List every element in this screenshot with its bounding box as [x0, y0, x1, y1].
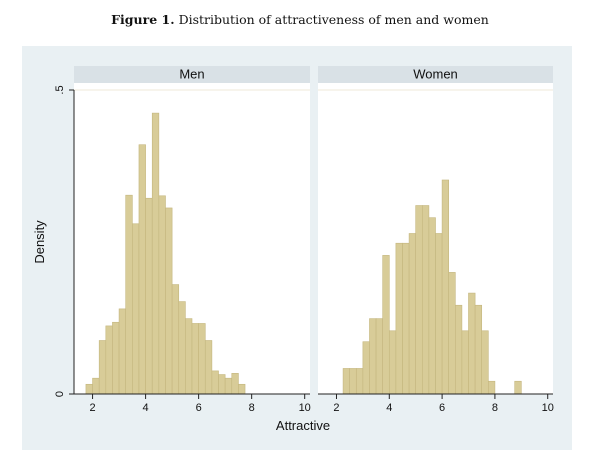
panel-men-title: Men [179, 67, 204, 82]
bar-women-19 [468, 292, 476, 395]
panel-men-x-tick-label-10: 10 [299, 402, 311, 414]
bar-women-15 [441, 179, 450, 395]
bar-women-5 [375, 318, 383, 395]
bar-women-10 [408, 233, 416, 395]
bar-men-19 [211, 370, 219, 395]
bar-women-9 [402, 242, 410, 395]
bar-men-21 [224, 377, 233, 395]
figure-caption-text: Distribution of attractiveness of men an… [178, 12, 489, 27]
bar-women-0 [342, 368, 350, 395]
bar-women-23 [514, 380, 522, 395]
bar-men-7 [132, 223, 140, 395]
panel-women-x-tick-label-2: 2 [333, 402, 339, 414]
panel-women-x-tick-label-8: 8 [492, 402, 498, 414]
figure-caption: Figure 1. Distribution of attractiveness… [0, 12, 600, 27]
bar-women-2 [355, 368, 364, 395]
bar-men-9 [145, 197, 153, 395]
bar-men-5 [118, 308, 127, 395]
bar-men-13 [171, 284, 180, 395]
bar-men-11 [158, 195, 166, 395]
panel-women-title: Women [413, 67, 458, 82]
bar-men-15 [185, 318, 193, 395]
panels-layer: Men 2 4 6 8 10 Women 2 4 6 8 10 [74, 66, 554, 414]
panel-men-strip [74, 66, 310, 83]
bar-women-4 [369, 318, 377, 395]
bar-men-17 [198, 323, 206, 395]
bar-women-18 [461, 330, 469, 395]
bar-men-6 [125, 194, 133, 395]
y-axis-title: Density [32, 220, 47, 264]
panel-men-x-tick-label-2: 2 [89, 402, 95, 414]
bar-women-17 [455, 304, 463, 395]
panel-women-x-tick-label-4: 4 [386, 402, 392, 414]
bar-men-20 [218, 374, 226, 395]
bar-men-3 [105, 325, 113, 395]
bar-women-20 [474, 304, 483, 395]
x-axis-title: Attractive [276, 418, 330, 433]
bar-men-1 [92, 377, 100, 395]
bar-women-3 [362, 341, 370, 395]
figure-caption-label: Figure 1. [111, 12, 175, 27]
bar-women-12 [421, 205, 430, 395]
panel-men-x-tick-label-6: 6 [196, 402, 202, 414]
bar-women-11 [415, 205, 423, 395]
panel-men-x-tick-label-8: 8 [249, 402, 255, 414]
panel-men-x-tick-label-4: 4 [143, 402, 149, 414]
bar-women-14 [435, 233, 443, 395]
bar-men-2 [98, 340, 107, 395]
panel-women-x-tick-label-6: 6 [439, 402, 445, 414]
bar-women-16 [448, 272, 456, 395]
y-tick-label-.5: .5 [54, 85, 66, 94]
panel-women-strip [318, 66, 553, 83]
bar-men-16 [191, 323, 199, 395]
bar-men-12 [165, 207, 173, 395]
bar-women-21 [481, 330, 489, 395]
y-ticks: 0.5 [54, 85, 74, 397]
bar-men-0 [85, 383, 93, 395]
bar-women-6 [382, 255, 390, 395]
bar-men-14 [178, 301, 186, 395]
bar-women-13 [428, 217, 436, 395]
panel-women-x-tick-label-10: 10 [542, 402, 554, 414]
bar-men-22 [231, 373, 239, 395]
bar-men-4 [112, 321, 120, 395]
bar-women-7 [388, 330, 397, 395]
y-tick-label-0: 0 [54, 391, 66, 397]
bar-women-22 [488, 380, 496, 395]
bar-women-1 [349, 368, 357, 395]
bar-men-23 [238, 383, 246, 395]
bar-men-10 [151, 112, 160, 395]
bar-men-18 [204, 340, 213, 395]
bar-men-8 [138, 144, 146, 395]
bar-women-8 [395, 242, 403, 395]
